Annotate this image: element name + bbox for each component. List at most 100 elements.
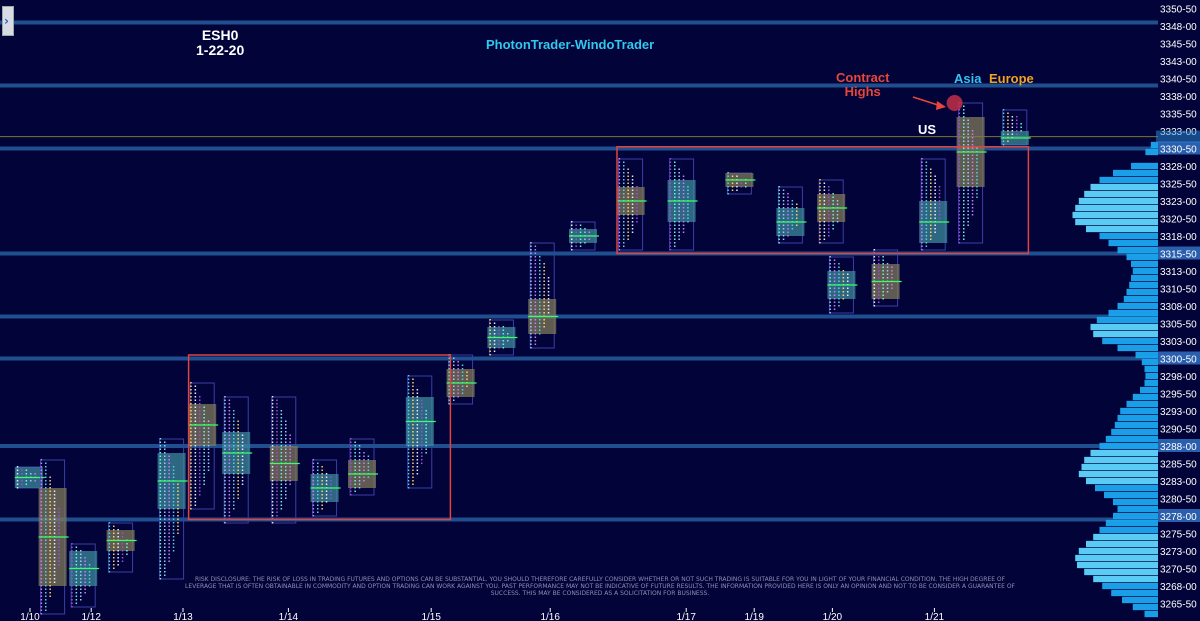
tpo-mark xyxy=(271,469,274,471)
volume-bar xyxy=(1090,183,1158,191)
tpo-mark xyxy=(575,231,577,233)
tpo-mark xyxy=(416,434,419,436)
tpo-mark xyxy=(842,277,845,279)
tpo-mark xyxy=(224,417,226,419)
tpo-mark xyxy=(967,196,969,198)
tpo-mark xyxy=(627,168,629,170)
tpo-mark xyxy=(207,427,210,429)
tpo-mark xyxy=(330,490,332,492)
tpo-mark xyxy=(534,256,537,258)
tpo-mark xyxy=(930,182,932,184)
tpo-mark xyxy=(631,210,634,212)
tpo-mark xyxy=(224,441,226,443)
tpo-mark xyxy=(168,455,170,457)
tpo-mark xyxy=(164,452,166,454)
tpo-mark xyxy=(412,480,414,482)
tpo-mark xyxy=(271,396,274,398)
tpo-mark xyxy=(925,238,928,240)
tpo-mark xyxy=(618,242,621,244)
tpo-mark xyxy=(623,165,625,167)
tpo-mark xyxy=(330,483,332,485)
tpo-mark xyxy=(878,273,880,275)
tpo-mark xyxy=(113,553,115,555)
chevron-right-icon: › xyxy=(4,14,9,28)
tpo-mark xyxy=(40,483,43,485)
tpo-mark xyxy=(271,490,274,492)
tpo-mark xyxy=(71,564,73,566)
tpo-mark xyxy=(421,448,423,450)
tpo-mark xyxy=(958,221,961,223)
tpo-mark xyxy=(787,196,789,198)
tpo-mark xyxy=(669,210,672,212)
tpo-mark xyxy=(159,546,162,548)
tpo-mark xyxy=(832,210,834,212)
tpo-mark xyxy=(453,364,455,366)
tpo-mark xyxy=(934,224,936,226)
tpo-mark xyxy=(967,154,969,156)
tpo-mark xyxy=(108,525,111,527)
tpo-mark xyxy=(412,389,414,391)
price-tick-label: 3288-00 xyxy=(1160,442,1197,453)
tpo-mark xyxy=(53,564,56,566)
tpo-mark xyxy=(740,186,743,188)
tpo-mark xyxy=(412,455,414,457)
tpo-mark xyxy=(237,448,239,450)
tpo-mark xyxy=(40,511,43,513)
tpo-mark xyxy=(778,238,780,240)
tpo-mark xyxy=(823,224,826,226)
tpo-mark xyxy=(407,382,410,384)
tpo-mark xyxy=(190,434,192,436)
price-tick-label: 3285-50 xyxy=(1160,460,1197,471)
tpo-mark xyxy=(787,193,789,195)
tpo-mark xyxy=(164,490,166,492)
tpo-mark xyxy=(407,483,410,485)
tpo-mark xyxy=(84,585,86,587)
tpo-mark xyxy=(228,508,231,510)
tpo-mark xyxy=(53,522,56,524)
tpo-mark xyxy=(121,560,124,562)
tpo-mark xyxy=(199,441,201,443)
tpo-mark xyxy=(727,175,729,177)
expand-panel-button[interactable]: › xyxy=(2,6,14,36)
volume-bar xyxy=(1117,246,1158,254)
tpo-mark xyxy=(878,298,880,300)
tpo-mark xyxy=(207,420,210,422)
tpo-mark xyxy=(113,560,115,562)
tpo-mark xyxy=(412,399,414,401)
tpo-mark xyxy=(669,242,672,244)
tpo-mark xyxy=(571,245,573,247)
tpo-mark xyxy=(177,511,179,513)
tpo-mark xyxy=(285,424,287,426)
tpo-mark xyxy=(117,546,119,548)
volume-bar xyxy=(1078,197,1158,205)
tpo-mark xyxy=(325,501,328,503)
tpo-mark xyxy=(407,487,410,489)
tpo-mark xyxy=(80,585,82,587)
tpo-mark xyxy=(963,137,965,139)
tpo-mark xyxy=(45,515,47,517)
tpo-mark xyxy=(199,483,201,485)
tpo-mark xyxy=(421,452,423,454)
tpo-mark xyxy=(164,469,166,471)
tpo-mark xyxy=(53,550,56,552)
tpo-mark xyxy=(168,497,170,499)
tpo-mark xyxy=(354,448,356,450)
tpo-mark xyxy=(321,473,323,475)
tpo-mark xyxy=(363,455,365,457)
tpo-mark xyxy=(682,224,685,226)
tpo-mark xyxy=(682,196,685,198)
tpo-mark xyxy=(285,455,287,457)
tpo-mark xyxy=(530,333,532,335)
tpo-mark xyxy=(958,130,961,132)
tpo-mark xyxy=(350,469,352,471)
tpo-mark xyxy=(190,410,192,412)
tpo-mark xyxy=(276,424,278,426)
tpo-mark xyxy=(958,228,961,230)
tpo-mark xyxy=(117,536,119,538)
tpo-mark xyxy=(682,182,685,184)
tpo-mark xyxy=(40,508,43,510)
tpo-mark xyxy=(958,154,961,156)
price-tick-label: 3298-00 xyxy=(1160,372,1197,383)
tpo-mark xyxy=(276,476,278,478)
tpo-mark xyxy=(882,294,884,296)
